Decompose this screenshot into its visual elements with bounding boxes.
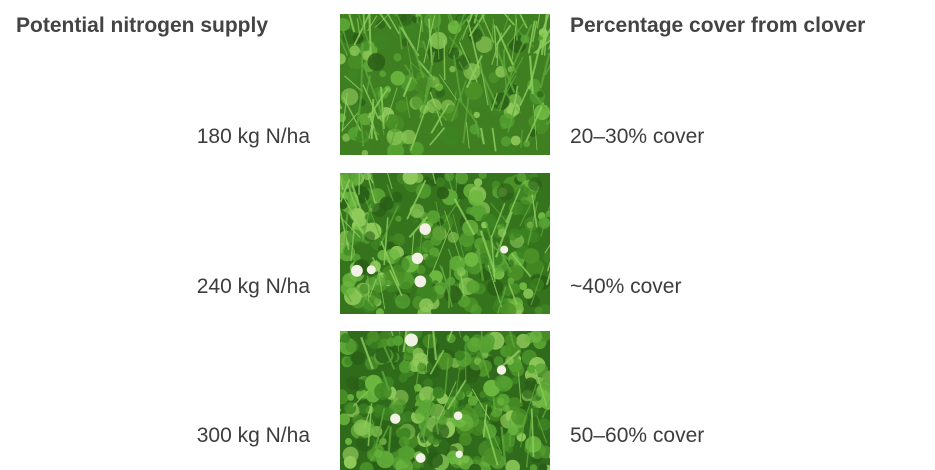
nitrogen-label-180: 180 kg N/ha	[196, 125, 310, 148]
cover-label-50-60: 50–60% cover	[570, 424, 705, 447]
grass-clover-dense-photo	[340, 331, 550, 470]
grass-clover-medium-photo	[340, 173, 550, 314]
clover-photo-medium	[340, 173, 550, 314]
clover-photo-dense	[340, 331, 550, 470]
nitrogen-label-300: 300 kg N/ha	[196, 424, 310, 447]
clover-photo-sparse	[340, 14, 550, 155]
grass-clover-sparse-photo	[340, 14, 550, 155]
cover-label-20-30: 20–30% cover	[570, 125, 705, 148]
header-clover-cover: Percentage cover from clover	[570, 14, 866, 37]
header-nitrogen-supply: Potential nitrogen supply	[16, 14, 269, 37]
cover-label-40: ~40% cover	[570, 275, 682, 298]
nitrogen-label-240: 240 kg N/ha	[196, 275, 310, 298]
